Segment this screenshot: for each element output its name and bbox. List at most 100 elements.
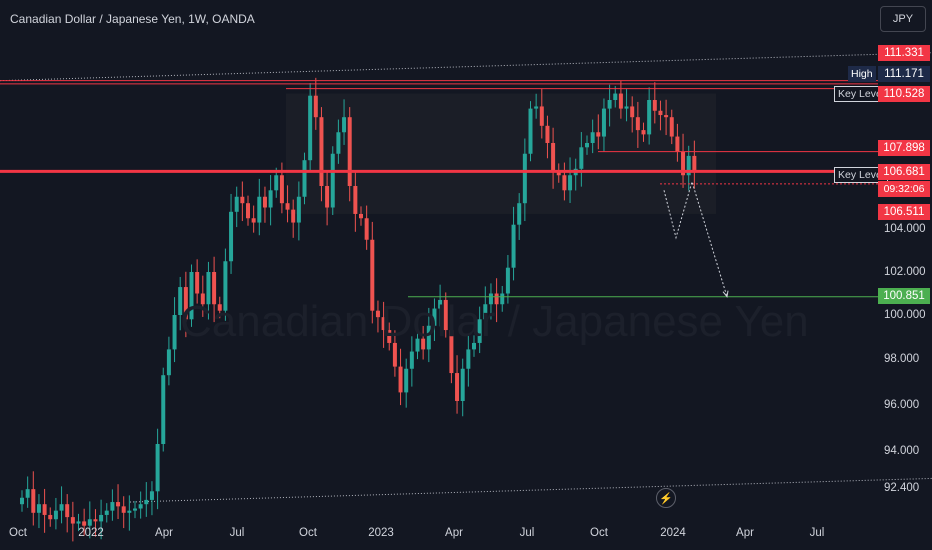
candle-body [641, 130, 646, 135]
candle-body [155, 444, 160, 492]
candle-body [545, 125, 550, 143]
time-tick: 2024 [660, 527, 686, 539]
candle-body [409, 351, 414, 369]
candle-body [347, 117, 352, 186]
candle-body [87, 519, 92, 526]
candle-body [675, 136, 680, 152]
channel-top-line [0, 52, 932, 82]
candle-body [511, 224, 516, 268]
candle-body [686, 155, 691, 176]
candle-body [562, 175, 567, 191]
candle-body [517, 203, 522, 225]
candle-body [234, 196, 239, 212]
candle-body [36, 504, 41, 513]
candle-body [488, 293, 493, 305]
candle-body [635, 117, 640, 131]
time-tick: Oct [299, 527, 317, 539]
currency-button[interactable]: JPY [880, 6, 926, 32]
candle-body [178, 287, 183, 315]
candle-body [522, 153, 527, 204]
candles [20, 77, 697, 542]
candle-body [110, 502, 115, 511]
candle-body [669, 117, 674, 137]
price-tag-key-level-upper: 110.528 [878, 86, 930, 102]
candle-body [291, 209, 296, 223]
candle-body [121, 506, 126, 513]
candle-body [319, 117, 324, 186]
time-tick: Jul [809, 527, 825, 539]
candle-body [308, 95, 313, 161]
price-tick: 104.000 [884, 223, 926, 235]
candle-body [70, 517, 75, 524]
candle-body [302, 160, 307, 197]
candle-body [296, 196, 301, 223]
price-tag-106: 106.511 [878, 204, 930, 220]
candle-body [161, 375, 166, 444]
candle-body [534, 106, 539, 109]
candle-body [466, 349, 471, 369]
candle-body [613, 93, 618, 100]
time-tick: Oct [590, 527, 608, 539]
price-tag-107: 107.898 [878, 140, 930, 156]
time-tick: Apr [736, 527, 754, 539]
candle-body [551, 143, 556, 171]
chart-title[interactable]: Canadian Dollar / Japanese Yen, 1W, OAND… [10, 12, 255, 26]
candle-body [618, 93, 623, 109]
candle-body [330, 153, 335, 208]
candle-body [206, 272, 211, 305]
candle-body [212, 272, 217, 305]
candle-body [370, 239, 375, 311]
candle-body [432, 308, 437, 326]
candle-body [438, 299, 443, 309]
candle-body [472, 342, 476, 350]
countdown-tag: 09:32:06 [878, 181, 930, 197]
candle-body [217, 304, 222, 311]
price-tag-current: 106.681 [878, 164, 930, 180]
candle-body [127, 510, 132, 513]
candle-body [585, 143, 589, 148]
candle-body [189, 272, 194, 320]
candle-body [359, 213, 363, 219]
candle-body [658, 110, 663, 116]
candle-body [590, 132, 595, 143]
candle-body [607, 100, 612, 109]
candle-body [336, 132, 341, 154]
time-tick: Jul [519, 527, 535, 539]
candle-body [172, 315, 177, 350]
candle-body [421, 338, 426, 350]
time-tick: Oct [9, 527, 27, 539]
time-tick: Apr [445, 527, 463, 539]
price-tick: 94.000 [884, 445, 920, 457]
candle-body [647, 100, 652, 135]
candle-body [229, 211, 234, 262]
key-level-label-lower: Key Level [834, 167, 889, 183]
candle-body [149, 491, 154, 500]
high-label: High [848, 66, 876, 82]
key-level-label-upper: Key Level [834, 86, 889, 102]
price-tag-target: 100.851 [878, 288, 930, 304]
price-tag-top: 111.331 [878, 45, 930, 61]
candle-body [274, 175, 279, 191]
time-tick: 2022 [78, 527, 104, 539]
lightning-icon[interactable]: ⚡ [656, 488, 676, 508]
candle-body [65, 504, 70, 518]
candle-body [353, 186, 358, 214]
candle-body [664, 115, 669, 118]
price-tick: 102.000 [884, 266, 926, 278]
candle-body [500, 293, 505, 305]
projection-path [663, 179, 728, 297]
candle-body [568, 175, 573, 191]
candle-body [183, 287, 188, 320]
candle-body [460, 368, 465, 401]
candle-body [556, 170, 561, 176]
candle-body [398, 366, 403, 393]
candle-body [624, 106, 629, 109]
candle-body [31, 489, 36, 513]
candle-body [99, 514, 104, 522]
candle-body [681, 151, 686, 176]
projection-arrowhead [722, 290, 729, 298]
candle-body [20, 497, 24, 505]
candle-body [240, 196, 245, 204]
candle-body [133, 508, 137, 511]
